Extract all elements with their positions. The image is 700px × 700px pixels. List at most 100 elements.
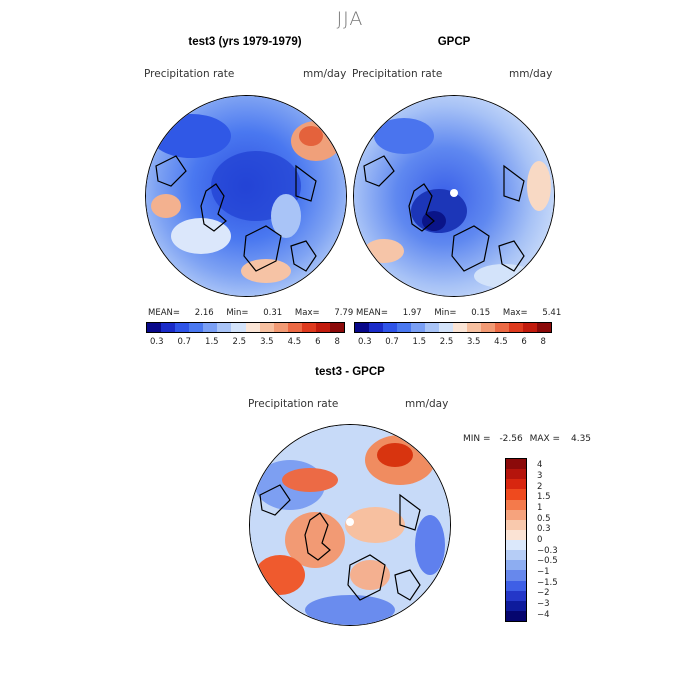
colorbar-label: 0.3	[358, 337, 372, 347]
panel3-title: test3 - GPCP	[315, 366, 385, 378]
panel2-min-value: 0.15	[471, 308, 491, 318]
panel1-map-drawing	[146, 96, 346, 296]
colorbar-swatch	[506, 509, 526, 520]
colorbar-swatch	[439, 323, 453, 332]
panel1-units: mm/day	[303, 68, 347, 80]
colorbar-swatch	[411, 323, 425, 332]
panel1-max-value: 7.79	[334, 308, 354, 318]
panel3-min-value: -2.56	[499, 434, 523, 444]
colorbar-swatch	[467, 323, 481, 332]
panel2-min-label: Min=	[434, 308, 457, 318]
panel3-stats: MIN = -2.56 MAX = 4.35	[463, 434, 591, 444]
panel2-max-value: 5.41	[542, 308, 562, 318]
colorbar-swatch	[506, 610, 526, 621]
colorbar-swatch	[506, 519, 526, 530]
panel1-var-label: Precipitation rate	[144, 68, 235, 80]
colorbar-label: 4.5	[494, 337, 508, 347]
panel1-min-label: Min=	[226, 308, 249, 318]
colorbar-swatch	[231, 323, 246, 332]
colorbar-swatch	[506, 590, 526, 601]
colorbar-swatch	[453, 323, 467, 332]
colorbar-swatch	[495, 323, 509, 332]
colorbar-swatch	[506, 570, 526, 581]
panel2-mean-label: MEAN=	[356, 308, 388, 318]
colorbar-swatch	[203, 323, 218, 332]
colorbar-swatch	[537, 323, 551, 332]
colorbar-label: 0.3	[150, 337, 164, 347]
panel3-min-label: MIN =	[463, 434, 491, 444]
colorbar-label: −0.3	[537, 545, 558, 556]
panel2-map	[353, 95, 555, 297]
colorbar-label: −2	[537, 588, 550, 599]
colorbar-swatch	[506, 459, 526, 470]
colorbar-label: 0.7	[177, 337, 192, 347]
colorbar-label: 2.5	[439, 337, 454, 347]
panel2-units: mm/day	[509, 68, 553, 80]
colorbar-label: 2	[537, 481, 543, 492]
panel2-mean-value: 1.97	[402, 308, 422, 318]
panel3-colorbar-labels: 4 3 2 1.5 1 0.5 0.3 0 −0.3 −0.5 −1 −1.5 −2 −3 −4	[537, 460, 558, 620]
panel1-mean-label: MEAN=	[148, 308, 180, 318]
colorbar-label: 6	[521, 337, 527, 347]
panel3-map	[249, 424, 451, 626]
colorbar-swatch	[217, 323, 232, 332]
colorbar-swatch	[523, 323, 537, 332]
colorbar-swatch	[245, 323, 260, 332]
colorbar-label: −1	[537, 566, 550, 577]
colorbar-label: 1.5	[537, 492, 551, 503]
colorbar-label: 0	[537, 534, 543, 545]
panel1-mean-value: 2.16	[194, 308, 214, 318]
colorbar-swatch	[397, 323, 411, 332]
colorbar-swatch	[506, 499, 526, 510]
panel1-colorbar-labels: 0.3 0.7 1.5 2.5 3.5 4.5 6 8	[150, 337, 340, 347]
colorbar-label: 4	[537, 460, 543, 471]
colorbar-swatch	[383, 323, 397, 332]
colorbar-swatch	[425, 323, 439, 332]
colorbar-swatch	[506, 479, 526, 490]
colorbar-swatch	[506, 560, 526, 571]
panel2-var-label: Precipitation rate	[352, 68, 443, 80]
panel1-min-value: 0.31	[263, 308, 283, 318]
colorbar-swatch	[506, 469, 526, 480]
colorbar-swatch	[273, 323, 288, 332]
panel1-colorbar	[146, 322, 345, 333]
colorbar-swatch	[175, 323, 190, 332]
colorbar-label: 1.5	[205, 337, 219, 347]
colorbar-label: 0.3	[537, 524, 551, 535]
panel2-colorbar-labels: 0.3 0.7 1.5 2.5 3.5 4.5 6 8	[358, 337, 546, 347]
panel3-colorbar	[505, 458, 527, 622]
colorbar-swatch	[330, 323, 345, 332]
panel3-var-label: Precipitation rate	[248, 398, 339, 410]
colorbar-label: 3.5	[260, 337, 274, 347]
panel2-max-label: Max=	[502, 308, 528, 318]
colorbar-swatch	[315, 323, 331, 332]
colorbar-label: 3.5	[466, 337, 481, 347]
colorbar-swatch	[161, 323, 176, 332]
colorbar-swatch	[506, 489, 526, 500]
colorbar-label: 0.7	[385, 337, 399, 347]
panel2-map-drawing	[354, 96, 554, 296]
colorbar-swatch	[506, 529, 526, 540]
colorbar-label: 2.5	[232, 337, 247, 347]
colorbar-label: 6	[315, 337, 321, 347]
colorbar-swatch	[147, 323, 162, 332]
colorbar-swatch	[369, 323, 383, 332]
colorbar-label: 1.5	[412, 337, 426, 347]
colorbar-swatch	[506, 540, 526, 551]
colorbar-label: 8	[540, 337, 546, 347]
panel3-units: mm/day	[405, 398, 449, 410]
colorbar-label: −4	[537, 609, 550, 620]
colorbar-swatch	[506, 600, 526, 611]
colorbar-label: −3	[537, 598, 550, 609]
colorbar-label: 4.5	[287, 337, 302, 347]
panel1-title: test3 (yrs 1979-1979)	[188, 36, 302, 48]
colorbar-swatch	[509, 323, 523, 332]
figure-title: JJA	[336, 8, 364, 30]
colorbar-swatch	[301, 323, 316, 332]
panel2-title: GPCP	[437, 36, 471, 48]
colorbar-label: −0.5	[537, 556, 558, 567]
panel3-max-value: 4.35	[570, 434, 592, 444]
colorbar-label: 1	[537, 502, 543, 513]
colorbar-label: 0.5	[537, 513, 551, 524]
colorbar-swatch	[506, 550, 526, 561]
